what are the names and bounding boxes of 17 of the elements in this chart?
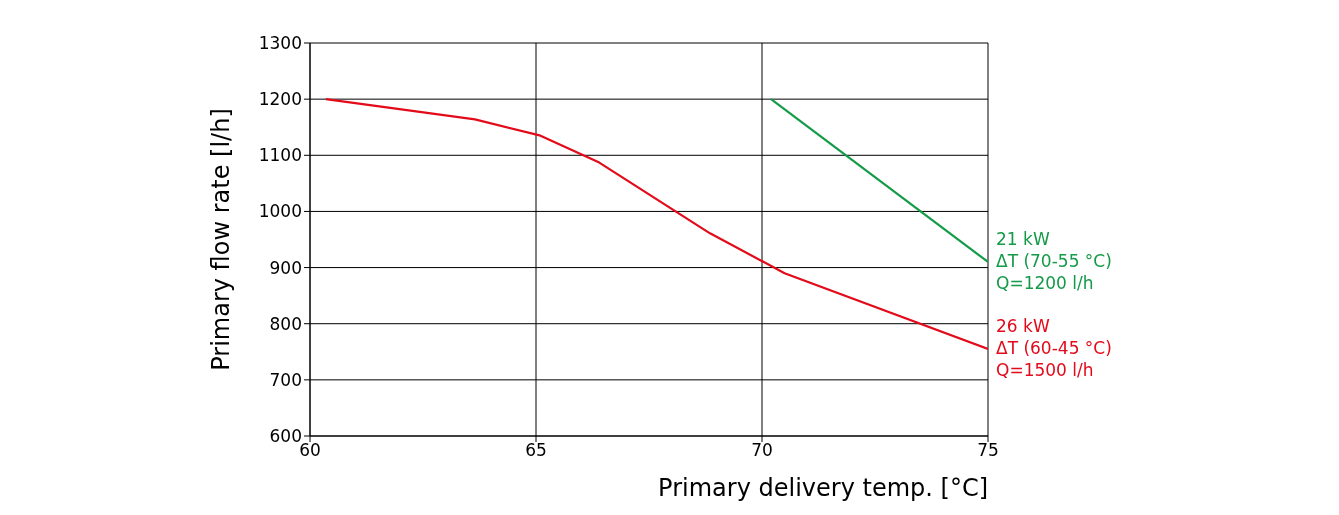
- y-tick-label: 700: [269, 369, 302, 390]
- y-tick-label: 1200: [258, 89, 302, 110]
- x-tick-label: 75: [977, 440, 999, 461]
- y-tick-label: 900: [269, 257, 302, 278]
- series-label: 26 kW ΔT (60-45 °C) Q=1500 l/h: [996, 315, 1112, 380]
- y-tick-label: 1000: [258, 201, 302, 222]
- y-tick-label: 800: [269, 313, 302, 334]
- y-axis-title: Primary flow rate [l/h]: [206, 108, 235, 371]
- x-tick-label: 65: [525, 440, 547, 461]
- x-tick-label: 60: [299, 440, 321, 461]
- y-tick-label: 1100: [258, 145, 302, 166]
- y-tick-label: 1300: [258, 33, 302, 54]
- x-axis-title: Primary delivery temp. [°C]: [658, 474, 988, 502]
- line-series: [324, 98, 988, 351]
- series-label: 21 kW ΔT (70-55 °C) Q=1200 l/h: [996, 228, 1112, 293]
- y-tick-label: 600: [269, 426, 302, 447]
- x-tick-label: 70: [751, 440, 773, 461]
